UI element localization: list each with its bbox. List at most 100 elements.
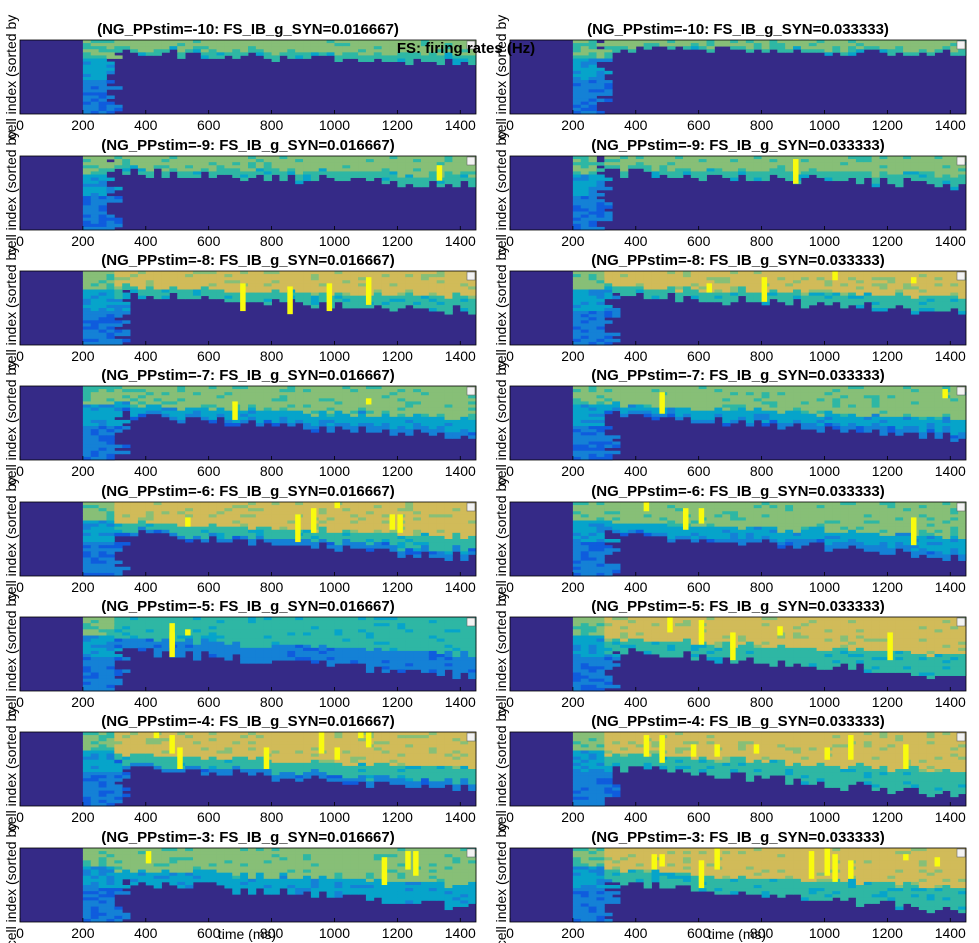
- heatmap-cell: [130, 762, 139, 767]
- heatmap-cell: [326, 545, 335, 549]
- heatmap-cell: [405, 43, 414, 47]
- heatmap-cell: [90, 401, 100, 405]
- heatmap-cell: [303, 274, 312, 278]
- heatmap-cell: [405, 548, 414, 552]
- heatmap-cell: [208, 168, 217, 172]
- heatmap-cell: [122, 517, 131, 521]
- heatmap-cell: [185, 854, 194, 858]
- heatmap-cell: [342, 759, 351, 764]
- heatmap-cell: [444, 502, 453, 506]
- heatmap-cell: [326, 174, 335, 178]
- heatmap-cell: [295, 386, 304, 390]
- heatmap-cell: [342, 301, 351, 306]
- heatmap-cell: [373, 765, 383, 770]
- heatmap-cell: [153, 623, 162, 627]
- heatmap-cell: [98, 193, 107, 197]
- heatmap-cell: [161, 747, 170, 751]
- heatmap-cell: [216, 389, 225, 393]
- heatmap-cell: [248, 866, 257, 870]
- heatmap-cell: [98, 61, 107, 66]
- heatmap-cell: [428, 539, 438, 543]
- heatmap-cell: [405, 171, 414, 175]
- heatmap-cell: [185, 626, 194, 630]
- heatmap-cell: [420, 168, 430, 172]
- heatmap-cell: [310, 426, 320, 430]
- heatmap-cell: [420, 756, 430, 761]
- heatmap-cell: [420, 626, 430, 630]
- heatmap-cell: [436, 52, 445, 56]
- heatmap-cell-high: [240, 283, 246, 312]
- heatmap-cell: [216, 629, 225, 633]
- heatmap-cell: [326, 657, 335, 661]
- heatmap-cell: [208, 756, 217, 761]
- heatmap-cell: [114, 186, 123, 191]
- heatmap-cell: [130, 626, 139, 630]
- heatmap-cell: [468, 419, 477, 424]
- heatmap-cell: [98, 666, 107, 670]
- heatmap-cell: [444, 162, 453, 166]
- heatmap-cell: [303, 753, 312, 758]
- heatmap-cell: [428, 162, 438, 166]
- heatmap-cell: [200, 407, 210, 412]
- heatmap-cell: [98, 551, 107, 555]
- heatmap-cell: [318, 410, 328, 415]
- heatmap-cell: [232, 644, 241, 649]
- heatmap-cell: [216, 401, 225, 405]
- heatmap-cell: [381, 738, 390, 742]
- heatmap-cell: [255, 407, 265, 412]
- heatmap-cell: [413, 508, 422, 512]
- heatmap-cell: [98, 162, 107, 166]
- heatmap-cell: [98, 92, 107, 96]
- heatmap-cell: [248, 271, 257, 275]
- heatmap-cell: [310, 283, 320, 287]
- heatmap-cell: [381, 635, 390, 639]
- heatmap-cell: [428, 389, 438, 393]
- heatmap-cell: [122, 744, 131, 748]
- heatmap-cell: [287, 535, 296, 540]
- heatmap-cell: [436, 738, 445, 742]
- heatmap-cell: [271, 395, 280, 399]
- heatmap-cell: [232, 750, 241, 754]
- heatmap-cell: [98, 386, 107, 390]
- heatmap-cell: [263, 866, 272, 870]
- heatmap-cell: [130, 526, 139, 531]
- heatmap-cell: [248, 532, 257, 537]
- heatmap-cell: [98, 741, 107, 745]
- heatmap-cell: [389, 548, 398, 552]
- heatmap-cell: [114, 569, 123, 574]
- heatmap-cell: [114, 747, 123, 751]
- heatmap-cell: [373, 523, 383, 528]
- axes-frame: [19, 270, 477, 346]
- heatmap-cell: [334, 523, 343, 528]
- heatmap-cell: [177, 511, 186, 515]
- heatmap-cell: [452, 753, 461, 758]
- heatmap-cell: [106, 189, 115, 194]
- heatmap-cell: [310, 632, 320, 636]
- heatmap-cell: [405, 395, 414, 399]
- heatmap-cell: [318, 762, 328, 767]
- heatmap-cell: [287, 392, 296, 396]
- heatmap-cell: [185, 532, 194, 537]
- heatmap-cell: [452, 735, 461, 739]
- heatmap-cell: [310, 298, 320, 303]
- y-axis-label: cell index (sorted by: [3, 477, 19, 602]
- heatmap-cell: [224, 514, 233, 518]
- heatmap-cell: [310, 46, 320, 50]
- panel-title: (NG_PPstim=-3: FS_IB_g_SYN=0.016667): [101, 829, 394, 846]
- heatmap-cell: [271, 295, 280, 300]
- heatmap-cell: [452, 398, 461, 402]
- heatmap-cell: [82, 759, 92, 764]
- heatmap-cell: [114, 912, 123, 917]
- heatmap-cell: [263, 156, 272, 160]
- heatmap-cell: [240, 52, 249, 56]
- heatmap-cell: [90, 866, 100, 870]
- heatmap-cell: [358, 505, 367, 509]
- heatmap-cell: [295, 292, 304, 297]
- heatmap-cell: [295, 413, 304, 418]
- heatmap-cell: [240, 759, 249, 764]
- heatmap-cell: [255, 650, 265, 655]
- heatmap-cell: [397, 762, 406, 767]
- heatmap-cell: [358, 46, 367, 50]
- x-tick-label: 1200: [382, 117, 413, 133]
- heatmap-cell: [169, 505, 178, 509]
